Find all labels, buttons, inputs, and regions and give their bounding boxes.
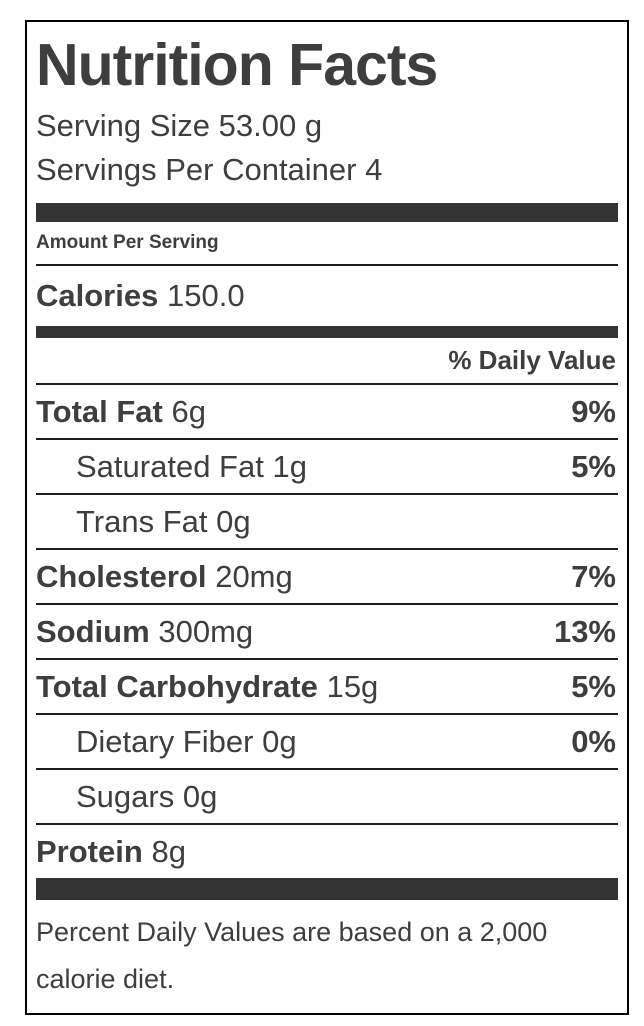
nutrient-amount: 6g — [171, 394, 207, 429]
nutrient-row-dietary-fiber: Dietary Fiber 0g 0% — [36, 715, 618, 770]
nutrient-name: Sugars — [76, 779, 175, 814]
nutrient-daily-value: 9% — [571, 394, 616, 429]
servings-per-container-text: Servings Per Container 4 — [36, 152, 383, 187]
nutrient-name: Trans Fat — [76, 504, 208, 539]
separator-bar-medium — [36, 326, 618, 338]
nutrient-name: Dietary Fiber — [76, 724, 254, 759]
label-title: Nutrition Facts — [36, 32, 438, 98]
nutrient-amount: 15g — [326, 669, 379, 704]
nutrient-row-trans-fat: Trans Fat 0g — [36, 495, 618, 550]
nutrient-name: Total Fat — [36, 394, 163, 429]
nutrient-name: Total Carbohydrate — [36, 669, 318, 704]
nutrient-row-protein: Protein 8g — [36, 825, 618, 878]
nutrient-amount: 0g — [262, 724, 297, 759]
daily-value-header: % Daily Value — [36, 338, 618, 385]
nutrient-row-sodium: Sodium 300mg 13% — [36, 605, 618, 660]
nutrient-amount: 20mg — [215, 559, 293, 594]
nutrient-daily-value: 5% — [571, 669, 616, 704]
nutrient-name: Cholesterol — [36, 559, 207, 594]
nutrient-amount: 0g — [216, 504, 251, 539]
nutrient-row-total-carbohydrate: Total Carbohydrate 15g 5% — [36, 660, 618, 715]
nutrient-daily-value: 0% — [571, 724, 616, 759]
nutrient-name: Sodium — [36, 614, 150, 649]
nutrient-amount: 0g — [182, 779, 218, 814]
nutrition-facts-label: Nutrition Facts Serving Size 53.00 g Ser… — [25, 20, 629, 1015]
nutrient-amount: 8g — [151, 834, 186, 869]
nutrient-daily-value: 13% — [553, 614, 616, 649]
calories-row: Calories 150.0 — [36, 266, 618, 326]
nutrient-row-total-fat: Total Fat 6g 9% — [36, 385, 618, 440]
nutrient-row-saturated-fat: Saturated Fat 1g 5% — [36, 440, 618, 495]
nutrient-daily-value: 5% — [571, 449, 616, 484]
nutrient-row-sugars: Sugars 0g — [36, 770, 618, 825]
nutrient-row-cholesterol: Cholesterol 20mg 7% — [36, 550, 618, 605]
amount-per-serving-heading: Amount Per Serving — [36, 222, 618, 266]
calories-value: 150.0 — [167, 278, 245, 313]
nutrient-name: Protein — [36, 834, 143, 869]
nutrient-name: Saturated Fat — [76, 449, 264, 484]
nutrient-amount: 300mg — [158, 614, 254, 649]
nutrient-amount: 1g — [272, 449, 307, 484]
serving-size-text: Serving Size 53.00 g — [36, 108, 323, 143]
nutrient-daily-value: 7% — [571, 559, 616, 594]
separator-bar-top — [36, 203, 618, 222]
separator-bar-bottom — [36, 878, 618, 900]
calories-label: Calories — [36, 278, 159, 313]
daily-value-footnote: Percent Daily Values are based on a 2,00… — [36, 917, 548, 994]
